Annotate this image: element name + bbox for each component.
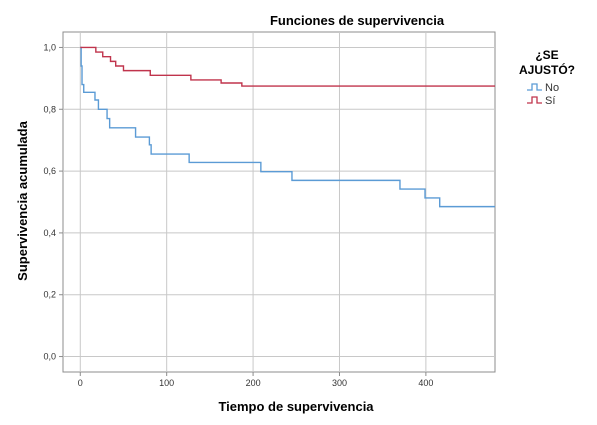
legend-title-line-1: ¿SE	[535, 48, 558, 62]
y-tick-label: 0,8	[43, 104, 56, 114]
x-tick-label: 200	[246, 378, 261, 388]
legend-title-line-2: AJUSTÓ?	[519, 62, 575, 77]
y-tick-label: 0,2	[43, 290, 56, 300]
series-line-si	[80, 46, 495, 87]
chart-title: Funciones de supervivencia	[270, 13, 445, 28]
legend-swatch-si	[527, 96, 542, 104]
y-tick-label: 1,0	[43, 42, 56, 52]
x-tick-label: 400	[418, 378, 433, 388]
y-tick-label: 0,6	[43, 166, 56, 176]
y-axis-title: Supervivencia acumulada	[15, 120, 30, 280]
legend-swatch-no	[527, 83, 542, 91]
legend-label-no: No	[545, 82, 559, 94]
legend-label-si: Sí	[545, 95, 555, 107]
plot-frame	[62, 31, 496, 373]
x-tick-label: 300	[332, 378, 347, 388]
y-tick-label: 0,0	[43, 352, 56, 362]
x-axis-title: Tiempo de supervivencia	[218, 399, 374, 414]
series-line-no	[80, 46, 495, 208]
plot-area: 0 100 200 300 400 0,0 0,2 0,4 0,6 0,8 1,0	[43, 31, 496, 388]
x-tick-label: 0	[78, 378, 83, 388]
y-tick-label: 0,4	[43, 228, 56, 238]
x-tick-label: 100	[159, 378, 174, 388]
